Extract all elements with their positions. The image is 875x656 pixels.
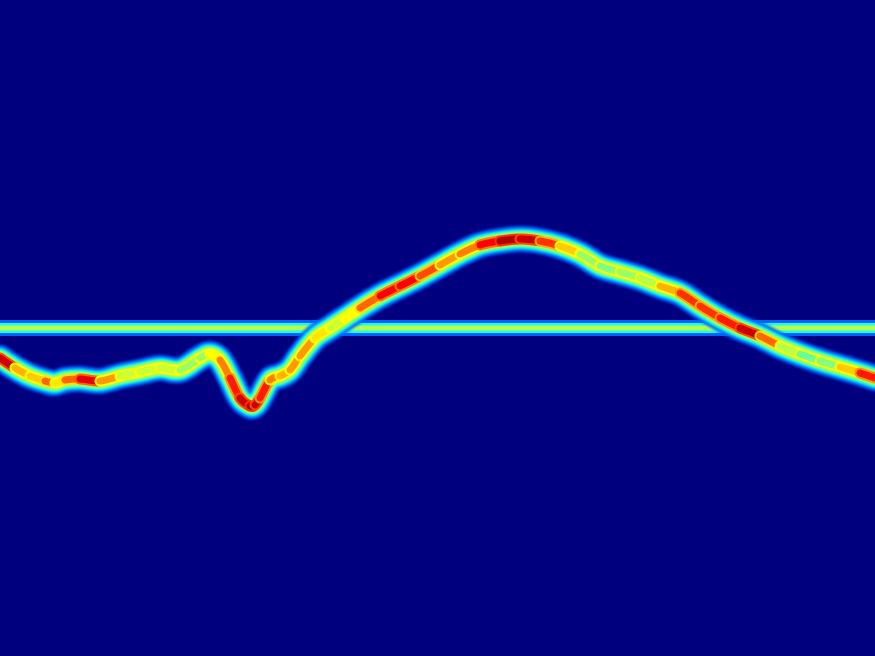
curve-segment-core — [856, 369, 875, 382]
signal-curve — [0, 226, 875, 420]
